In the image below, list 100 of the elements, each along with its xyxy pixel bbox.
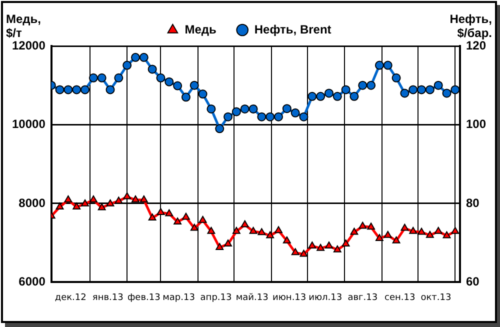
point [350, 92, 359, 101]
y-tick-label: 12000 [12, 38, 46, 52]
y2-tick-label: 100 [466, 117, 486, 132]
point [400, 88, 410, 98]
point [374, 60, 384, 70]
point [342, 240, 350, 247]
point [240, 220, 249, 228]
point [392, 236, 400, 244]
point [215, 124, 224, 134]
point [274, 226, 282, 234]
point [88, 73, 98, 82]
point [384, 230, 392, 238]
point [258, 228, 266, 236]
x-tick-label: мар.13 [162, 292, 195, 303]
point [266, 112, 275, 122]
point [300, 250, 308, 257]
point [442, 231, 451, 238]
point [81, 199, 89, 206]
point [156, 208, 165, 216]
point [240, 104, 250, 114]
point [358, 222, 367, 229]
point [130, 52, 140, 62]
point [64, 195, 72, 202]
y-tick-label: 6000 [18, 274, 46, 289]
point [434, 80, 443, 90]
point [451, 226, 460, 234]
point [122, 60, 132, 70]
point [249, 226, 258, 234]
point [325, 241, 333, 248]
x-tick-label: май.13 [236, 292, 268, 303]
point [80, 85, 90, 94]
point [274, 112, 284, 122]
legend-label: Нефть, Brent [254, 22, 332, 36]
point [55, 85, 64, 94]
point [434, 226, 442, 234]
point [299, 112, 308, 122]
point [198, 90, 208, 99]
x-tick-label: авг.13 [348, 292, 378, 303]
point [442, 88, 452, 98]
x-tick-label: дек.12 [54, 292, 86, 303]
point [282, 236, 291, 244]
point [114, 196, 123, 204]
point [408, 85, 418, 94]
point [89, 195, 98, 202]
point [248, 104, 258, 114]
point [341, 85, 350, 94]
point [139, 52, 148, 62]
point [232, 226, 240, 234]
point [333, 245, 342, 252]
legend-label: Медь [184, 22, 216, 36]
x-tick-label: фев.13 [127, 292, 160, 303]
point [98, 203, 106, 210]
point [375, 234, 384, 242]
x-tick-label: сен.13 [384, 292, 416, 303]
x-tick-label: окт.13 [420, 292, 452, 303]
point [450, 85, 460, 94]
point [106, 85, 115, 94]
point [224, 112, 233, 122]
point [106, 199, 114, 206]
point [257, 112, 266, 122]
point [358, 80, 368, 90]
x-tick-label: июн.13 [272, 292, 306, 303]
point [392, 73, 401, 82]
y-axis-title: Медь, $/т [6, 12, 42, 40]
point [164, 77, 174, 86]
y2-tick-label: 60 [466, 274, 480, 289]
point [148, 214, 156, 221]
point [308, 241, 316, 248]
point [324, 88, 334, 98]
point [425, 85, 434, 94]
point [291, 248, 300, 256]
point [418, 228, 426, 235]
point [182, 212, 190, 220]
point [332, 92, 342, 101]
x-tick-label: апр.13 [200, 292, 232, 303]
point [190, 80, 199, 90]
point [156, 73, 166, 82]
x-tick-label: июл.13 [308, 292, 342, 303]
point [114, 73, 124, 82]
point [266, 231, 274, 238]
point [123, 192, 132, 200]
point [409, 226, 418, 234]
point [97, 73, 106, 82]
point [383, 60, 392, 70]
point [174, 217, 182, 224]
point [190, 224, 198, 231]
point [72, 85, 82, 94]
point [140, 195, 148, 202]
point [290, 108, 300, 118]
point [308, 92, 317, 101]
point [64, 85, 73, 94]
point [426, 230, 434, 238]
y-tick-label: 10000 [12, 117, 46, 132]
point [316, 92, 326, 101]
point [400, 224, 409, 231]
point [132, 195, 140, 202]
point [366, 80, 376, 90]
point [173, 81, 182, 90]
point [232, 107, 241, 116]
point [181, 92, 190, 102]
